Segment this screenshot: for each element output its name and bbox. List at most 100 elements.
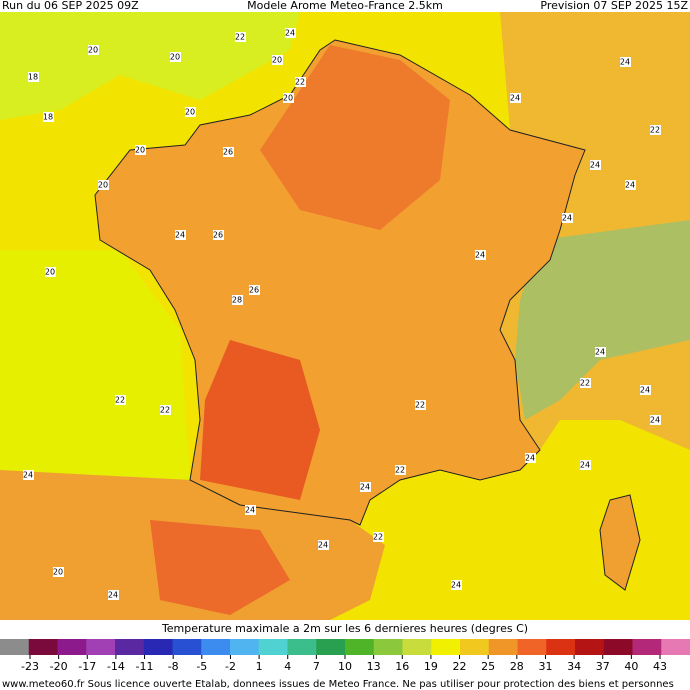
contour-label: 24: [595, 348, 605, 357]
contour-label-box: [115, 395, 126, 405]
contour-label-box: [562, 213, 573, 223]
colorbar-tick-label: 37: [596, 660, 610, 673]
contour-label-box: [595, 347, 606, 357]
contour-label: 22: [650, 126, 660, 135]
contour-label: 20: [45, 268, 55, 277]
corsica: [599, 494, 641, 591]
contour-label: 24: [245, 506, 255, 515]
colorbar-swatch: [287, 639, 317, 655]
north-hot: [260, 45, 450, 230]
contour-label: 26: [223, 148, 233, 157]
colorbar-tick-label: -2: [225, 660, 236, 673]
contour-label-box: [580, 378, 591, 388]
contour-label: 18: [28, 73, 38, 82]
colorbar-tick-label: 34: [567, 660, 581, 673]
contour-label: 24: [620, 58, 630, 67]
contour-label-box: [88, 45, 99, 55]
colorbar-tick-label: -11: [136, 660, 154, 673]
contour-label-box: [108, 590, 119, 600]
contour-label-box: [135, 145, 146, 155]
contour-label-box: [223, 147, 234, 157]
colorbar-swatch: [28, 639, 58, 655]
contour-label-box: [650, 415, 661, 425]
colorbar-swatch: [575, 639, 605, 655]
legend-title: Temperature maximale a 2m sur les 6 dern…: [161, 622, 528, 635]
contour-label-box: [185, 107, 196, 117]
model-label: Modele Arome Meteo-France 2.5km: [247, 0, 443, 12]
contour-label-box: [175, 230, 186, 240]
colorbar-swatch: [546, 639, 576, 655]
contour-label: 24: [108, 591, 118, 600]
contour-label: 22: [373, 533, 383, 542]
colorbar-tick-label: -14: [107, 660, 125, 673]
contour-label: 24: [451, 581, 461, 590]
colorbar-tick-label: 16: [395, 660, 409, 673]
colorbar-tick-label: 43: [653, 660, 667, 673]
colorbar-swatch: [488, 639, 518, 655]
contour-label-box: [295, 77, 306, 87]
contour-label-box: [23, 470, 34, 480]
contour-label: 20: [53, 568, 63, 577]
contour-label-box: [249, 285, 260, 295]
contour-label-box: [245, 505, 256, 515]
forecast-label: Prevision 07 SEP 2025 15Z: [540, 0, 688, 12]
contour-label-box: [43, 112, 54, 122]
colorbar-swatch: [431, 639, 461, 655]
contour-label: 18: [43, 113, 53, 122]
contour-label-box: [272, 55, 283, 65]
uk: [0, 12, 300, 120]
footer: www.meteo60.fr Sous licence ouverte Etal…: [2, 679, 674, 690]
contour-label: 24: [625, 181, 635, 190]
contour-label: 22: [235, 33, 245, 42]
contour-label: 24: [318, 541, 328, 550]
contour-label-box: [360, 482, 371, 492]
contour-label: 24: [562, 214, 572, 223]
colorbar-swatch: [230, 639, 260, 655]
contour-label-box: [625, 180, 636, 190]
contour-label: 26: [213, 231, 223, 240]
colorbar-swatch: [460, 639, 490, 655]
contour-label-box: [28, 72, 39, 82]
colorbar-tick-label: -23: [21, 660, 39, 673]
colorbar-tick-label: 13: [367, 660, 381, 673]
colorbar-tick-label: 1: [256, 660, 263, 673]
colorbar-swatch: [57, 639, 87, 655]
contour-label-box: [283, 93, 294, 103]
contour-label-box: [318, 540, 329, 550]
contour-label-box: [510, 93, 521, 103]
contour-label: 24: [360, 483, 370, 492]
contour-label-box: [640, 385, 651, 395]
contour-label: 24: [650, 416, 660, 425]
colorbar-tick-label: 31: [538, 660, 552, 673]
colorbar-swatch: [86, 639, 116, 655]
contour-label: 22: [415, 401, 425, 410]
contour-label-box: [213, 230, 224, 240]
contour-label: 20: [170, 53, 180, 62]
colorbar-tick-label: -5: [196, 660, 207, 673]
contour-label-box: [98, 180, 109, 190]
alps: [515, 220, 690, 420]
colorbar-tick-label: 7: [313, 660, 320, 673]
contour-label: 22: [580, 379, 590, 388]
contour-label: 20: [98, 181, 108, 190]
colorbar-swatch: [172, 639, 202, 655]
contour-label: 24: [580, 461, 590, 470]
colorbar-tick-label: 4: [284, 660, 291, 673]
colorbar-tick-label: 25: [481, 660, 495, 673]
contour-label: 22: [115, 396, 125, 405]
contour-label: 28: [232, 296, 242, 305]
contour-label-box: [170, 52, 181, 62]
contour-label: 24: [525, 454, 535, 463]
contour-label: 20: [185, 108, 195, 117]
contour-label: 24: [285, 29, 295, 38]
colorbar-tick-label: 40: [624, 660, 638, 673]
atlantic: [0, 250, 190, 480]
colorbar-tick-label: -20: [50, 660, 68, 673]
contour-label: 24: [475, 251, 485, 260]
contour-label: 22: [160, 406, 170, 415]
contour-label-box: [285, 28, 296, 38]
contour-label-box: [53, 567, 64, 577]
run-label: Run du 06 SEP 2025 09Z: [2, 0, 139, 12]
contour-label: 20: [272, 56, 282, 65]
